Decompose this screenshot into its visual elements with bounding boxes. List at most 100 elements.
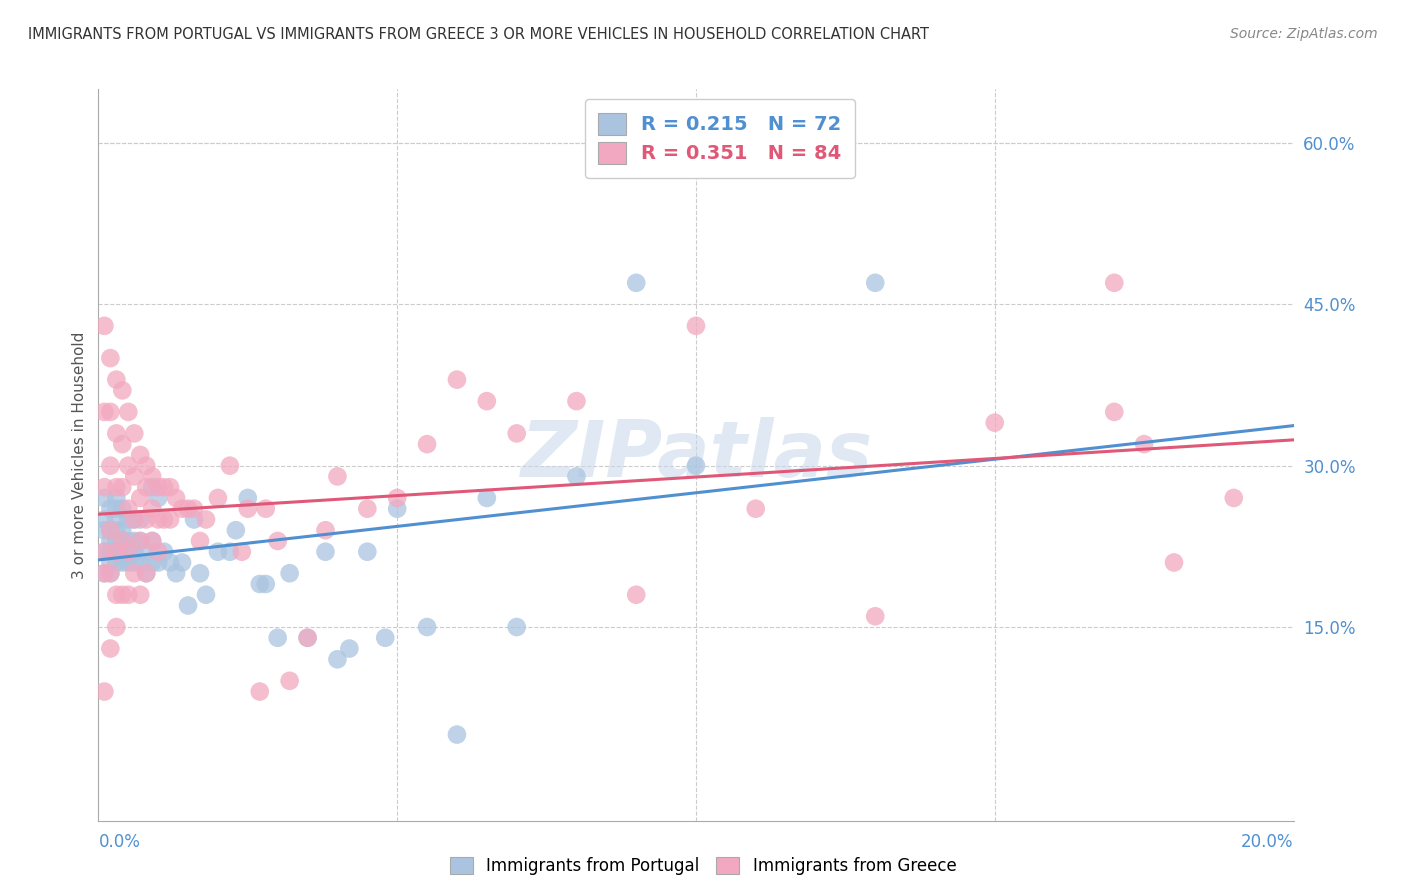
Point: [1223, 491, 1246, 505]
Point: [374, 631, 396, 645]
Point: [315, 523, 337, 537]
Point: [117, 545, 139, 559]
Point: [100, 641, 122, 656]
Point: [356, 545, 378, 559]
Point: [129, 556, 152, 570]
Point: [141, 533, 163, 548]
Point: [100, 533, 122, 548]
Point: [339, 641, 360, 656]
Point: [984, 416, 1007, 430]
Point: [475, 491, 498, 505]
Point: [236, 501, 259, 516]
Point: [1163, 556, 1185, 570]
Point: [105, 556, 128, 570]
Point: [207, 545, 229, 559]
Point: [93, 545, 115, 559]
Point: [153, 480, 176, 494]
Point: [124, 533, 146, 548]
Point: [111, 533, 134, 548]
Point: [207, 491, 229, 505]
Point: [865, 609, 887, 624]
Point: [183, 512, 205, 526]
Point: [117, 556, 139, 570]
Point: [105, 545, 128, 559]
Point: [1133, 437, 1156, 451]
Point: [117, 588, 139, 602]
Point: [385, 501, 409, 516]
Point: [141, 469, 163, 483]
Point: [153, 512, 176, 526]
Point: [506, 426, 529, 441]
Point: [93, 405, 115, 419]
Point: [100, 351, 122, 365]
Point: [135, 458, 157, 473]
Point: [153, 545, 176, 559]
Point: [195, 512, 218, 526]
Point: [111, 588, 134, 602]
Point: [177, 599, 200, 613]
Text: 20.0%: 20.0%: [1241, 833, 1294, 851]
Point: [100, 545, 122, 559]
Point: [129, 533, 152, 548]
Point: [267, 533, 290, 548]
Point: [100, 556, 122, 570]
Point: [135, 512, 157, 526]
Point: [249, 577, 271, 591]
Point: [93, 566, 115, 581]
Point: [385, 491, 409, 505]
Point: [1104, 276, 1126, 290]
Legend: R = 0.215   N = 72, R = 0.351   N = 84: R = 0.215 N = 72, R = 0.351 N = 84: [585, 99, 855, 178]
Point: [129, 512, 152, 526]
Point: [159, 480, 181, 494]
Point: [231, 545, 253, 559]
Point: [93, 480, 115, 494]
Point: [124, 566, 146, 581]
Point: [183, 501, 205, 516]
Point: [105, 588, 128, 602]
Point: [249, 684, 271, 698]
Point: [105, 620, 128, 634]
Point: [100, 566, 122, 581]
Point: [117, 405, 139, 419]
Point: [105, 501, 128, 516]
Point: [148, 556, 170, 570]
Point: [141, 480, 163, 494]
Point: [111, 545, 134, 559]
Point: [100, 523, 122, 537]
Point: [141, 533, 163, 548]
Point: [129, 448, 152, 462]
Point: [219, 458, 242, 473]
Point: [117, 533, 139, 548]
Point: [117, 458, 139, 473]
Point: [416, 620, 439, 634]
Point: [129, 533, 152, 548]
Point: [626, 276, 648, 290]
Point: [745, 501, 768, 516]
Point: [111, 384, 134, 398]
Point: [135, 566, 157, 581]
Point: [626, 588, 648, 602]
Text: 0.0%: 0.0%: [98, 833, 141, 851]
Point: [326, 469, 349, 483]
Point: [148, 491, 170, 505]
Point: [148, 545, 170, 559]
Point: [124, 545, 146, 559]
Point: [148, 512, 170, 526]
Point: [117, 501, 139, 516]
Point: [124, 556, 146, 570]
Point: [135, 545, 157, 559]
Point: [100, 566, 122, 581]
Point: [111, 533, 134, 548]
Point: [100, 458, 122, 473]
Point: [105, 426, 128, 441]
Text: ZIPatlas: ZIPatlas: [520, 417, 872, 493]
Point: [565, 469, 588, 483]
Point: [105, 373, 128, 387]
Point: [475, 394, 498, 409]
Point: [111, 523, 134, 537]
Point: [117, 545, 139, 559]
Point: [188, 566, 211, 581]
Point: [195, 588, 218, 602]
Point: [159, 556, 181, 570]
Y-axis label: 3 or more Vehicles in Household: 3 or more Vehicles in Household: [72, 331, 87, 579]
